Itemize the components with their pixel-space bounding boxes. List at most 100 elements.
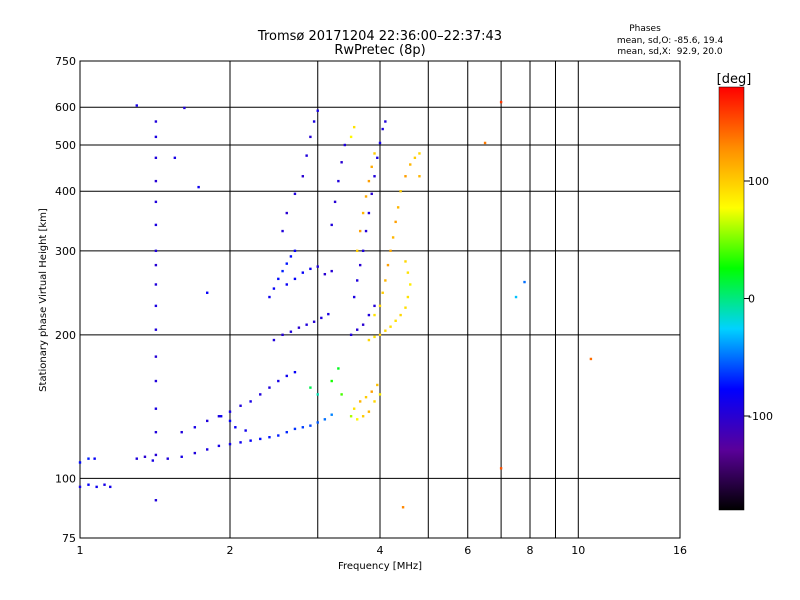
data-point bbox=[367, 179, 371, 183]
data-point bbox=[389, 325, 392, 328]
data-point bbox=[364, 195, 368, 198]
data-point bbox=[293, 277, 297, 281]
data-point bbox=[217, 444, 221, 448]
x-tick-label: 6 bbox=[464, 544, 471, 557]
data-point bbox=[330, 223, 333, 227]
data-point bbox=[337, 367, 340, 370]
data-point bbox=[376, 383, 379, 387]
legend-title: Phases bbox=[629, 24, 661, 34]
y-tick-label: 100 bbox=[55, 472, 76, 485]
data-point bbox=[285, 211, 288, 215]
data-point bbox=[154, 283, 158, 286]
data-point bbox=[340, 161, 343, 164]
data-point bbox=[337, 179, 340, 183]
data-point bbox=[154, 200, 158, 204]
data-point bbox=[316, 109, 319, 112]
data-point bbox=[197, 185, 200, 189]
data-point bbox=[154, 223, 158, 227]
y-tick-label: 75 bbox=[62, 532, 76, 545]
data-point bbox=[361, 211, 365, 215]
data-point bbox=[404, 306, 407, 309]
colorbar-ticks: 100 0 -100 bbox=[744, 175, 773, 423]
x-tick-label: 16 bbox=[673, 544, 687, 557]
data-point bbox=[109, 485, 112, 489]
x-tick-label: 10 bbox=[571, 544, 585, 557]
data-point bbox=[154, 249, 158, 253]
x-axis: 1 2 4 6 8 10 16 bbox=[77, 544, 688, 557]
data-point bbox=[154, 120, 158, 123]
data-point bbox=[399, 313, 402, 317]
data-point bbox=[193, 451, 197, 455]
data-point bbox=[514, 295, 518, 299]
data-point bbox=[281, 333, 284, 337]
data-point bbox=[364, 395, 368, 399]
data-point bbox=[316, 393, 319, 396]
data-point bbox=[330, 379, 333, 383]
data-point bbox=[277, 379, 280, 383]
data-point bbox=[297, 326, 301, 329]
data-point bbox=[301, 426, 305, 429]
data-point bbox=[349, 333, 353, 337]
data-point bbox=[205, 419, 209, 423]
data-point bbox=[87, 457, 90, 460]
chart-title: Tromsø 20171204 22:36:00–22:37:43 bbox=[257, 29, 502, 44]
colorbar-tick-label: 100 bbox=[748, 175, 769, 188]
data-point bbox=[173, 156, 177, 160]
data-point bbox=[401, 506, 405, 509]
data-point bbox=[523, 280, 526, 284]
data-point bbox=[386, 263, 390, 267]
data-point bbox=[361, 415, 365, 418]
data-point bbox=[358, 400, 362, 403]
data-point bbox=[219, 415, 223, 418]
data-point bbox=[180, 430, 183, 434]
data-point bbox=[340, 393, 343, 396]
y-tick-label: 600 bbox=[55, 101, 76, 114]
data-point bbox=[93, 457, 96, 460]
data-point bbox=[355, 328, 359, 331]
data-point bbox=[391, 236, 395, 239]
data-point bbox=[355, 249, 359, 253]
data-point bbox=[333, 200, 337, 204]
data-point bbox=[330, 269, 333, 273]
data-point bbox=[312, 320, 316, 323]
x-tick-label: 2 bbox=[227, 544, 234, 557]
data-point bbox=[389, 249, 392, 253]
data-point bbox=[301, 271, 305, 274]
data-point bbox=[228, 419, 232, 423]
x-tick-label: 4 bbox=[377, 544, 384, 557]
data-point bbox=[378, 304, 382, 308]
data-point bbox=[217, 415, 221, 418]
data-point bbox=[378, 393, 382, 396]
data-point bbox=[249, 400, 252, 403]
data-point bbox=[143, 455, 147, 458]
data-point bbox=[166, 457, 169, 460]
data-point bbox=[352, 295, 356, 299]
data-point bbox=[373, 313, 376, 317]
y-axis-label: Stationary phase Virtual Height [km] bbox=[38, 208, 49, 392]
data-point bbox=[404, 175, 407, 178]
data-point bbox=[239, 441, 242, 444]
data-point bbox=[499, 467, 503, 470]
data-point bbox=[381, 127, 384, 131]
colorbar-tick-label: 0 bbox=[748, 293, 755, 306]
colorbar bbox=[718, 86, 745, 511]
data-point bbox=[272, 338, 276, 342]
data-point bbox=[378, 333, 382, 337]
data-point bbox=[268, 386, 271, 389]
data-point bbox=[293, 249, 297, 253]
data-point bbox=[244, 429, 247, 432]
data-point bbox=[394, 319, 397, 322]
data-point bbox=[281, 269, 284, 273]
data-point bbox=[259, 437, 262, 441]
data-point bbox=[349, 415, 353, 418]
data-point bbox=[78, 461, 82, 464]
data-point bbox=[154, 328, 158, 331]
data-point bbox=[285, 283, 288, 286]
data-point bbox=[95, 485, 98, 489]
x-tick-label: 8 bbox=[527, 544, 534, 557]
data-point bbox=[259, 393, 262, 396]
legend-line-x: mean, sd,X: 92.9, 20.0 bbox=[617, 47, 723, 57]
legend-line-o: mean, sd,O: -85.6, 19.4 bbox=[617, 36, 724, 46]
data-point bbox=[349, 135, 353, 139]
data-point bbox=[384, 120, 387, 123]
